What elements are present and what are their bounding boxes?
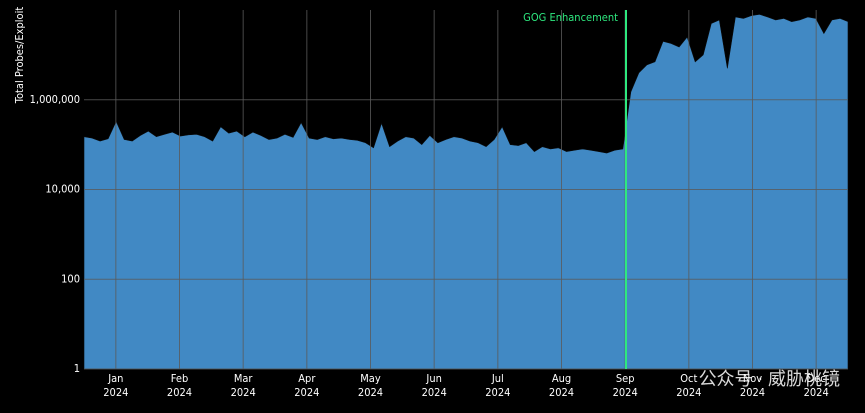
x-tick-year: 2024 <box>231 386 256 399</box>
x-tick-month: Jul <box>491 372 504 385</box>
x-tick-year: 2024 <box>294 386 319 399</box>
x-tick-month: Mar <box>234 372 254 385</box>
y-tick-label: 1 <box>74 362 80 375</box>
x-tick-year: 2024 <box>676 386 701 399</box>
x-tick-month: Nov <box>743 372 762 385</box>
x-tick-month: May <box>360 372 381 385</box>
y-axis-label: Total Probes/Exploit <box>13 7 26 105</box>
y-tick-label: 10,000 <box>45 183 80 196</box>
x-tick-year: 2024 <box>804 386 829 399</box>
y-tick-label: 1,000,000 <box>30 93 80 106</box>
x-tick-month: Jan <box>107 372 123 385</box>
x-tick-year: 2024 <box>422 386 447 399</box>
x-tick-year: 2024 <box>549 386 574 399</box>
x-tick-year: 2024 <box>485 386 510 399</box>
x-tick-month: Sep <box>616 372 635 385</box>
x-tick-year: 2024 <box>740 386 765 399</box>
x-tick-month: Oct <box>680 372 697 385</box>
x-tick-year: 2024 <box>358 386 383 399</box>
x-tick-month: Jun <box>425 372 441 385</box>
x-tick-month: Apr <box>298 372 316 385</box>
x-tick-month: Dec <box>807 372 826 385</box>
x-tick-month: Feb <box>171 372 188 385</box>
annotation-text: GOG Enhancement <box>523 11 618 24</box>
x-tick-year: 2024 <box>613 386 638 399</box>
x-tick-year: 2024 <box>103 386 128 399</box>
area <box>83 14 849 370</box>
x-tick-month: Aug <box>552 372 571 385</box>
x-tick-year: 2024 <box>167 386 192 399</box>
watermark: 公众号 · 威胁桃镜 <box>699 369 840 390</box>
y-tick-label: 100 <box>61 272 80 285</box>
